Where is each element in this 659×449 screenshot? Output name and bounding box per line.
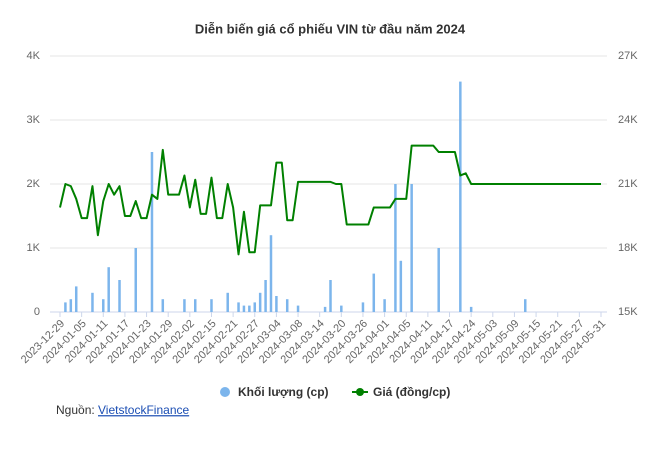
source-link[interactable]: VietstockFinance xyxy=(98,403,189,417)
bar xyxy=(107,267,110,312)
y2-tick-label: 18K xyxy=(618,242,638,254)
bar xyxy=(102,299,105,312)
bar xyxy=(361,302,365,312)
bar xyxy=(469,306,473,312)
y-tick-label: 1K xyxy=(27,242,41,254)
bar xyxy=(437,248,440,312)
chart-title: Diễn biến giá cổ phiếu VIN từ đầu năm 20… xyxy=(195,21,466,36)
bar xyxy=(258,292,262,312)
bar xyxy=(210,299,213,312)
y-tick-label: 0 xyxy=(34,306,40,318)
bar xyxy=(69,299,73,312)
bar xyxy=(410,184,413,312)
legend-label: Giá (đồng/cp) xyxy=(373,385,450,399)
bar xyxy=(242,305,246,312)
bar xyxy=(253,302,257,312)
bar xyxy=(226,292,229,312)
bar xyxy=(524,299,527,312)
bar xyxy=(150,152,154,312)
y-tick-label: 2K xyxy=(27,178,41,190)
legend-label: Khối lượng (cp) xyxy=(238,385,329,399)
bar xyxy=(329,280,332,312)
bar xyxy=(394,184,397,312)
bar xyxy=(237,302,240,312)
y2-tick-label: 27K xyxy=(618,50,638,62)
y2-tick-label: 24K xyxy=(618,114,638,126)
bar xyxy=(383,299,386,312)
bar xyxy=(74,286,78,312)
legend-symbol xyxy=(356,388,364,396)
bar xyxy=(296,305,300,312)
price-line xyxy=(59,144,601,256)
bar xyxy=(399,260,403,312)
bar xyxy=(161,299,165,312)
y2-tick-label: 21K xyxy=(618,178,638,190)
bar xyxy=(91,292,94,312)
bar xyxy=(118,280,121,312)
source-prefix: Nguồn: xyxy=(56,403,95,417)
bar xyxy=(459,81,462,312)
bar xyxy=(323,306,327,312)
y2-tick-label: 15K xyxy=(618,306,638,318)
y-tick-label: 3K xyxy=(27,114,41,126)
legend-symbol xyxy=(220,387,230,397)
bar xyxy=(264,280,267,312)
bar xyxy=(269,235,273,312)
y-tick-label: 4K xyxy=(27,50,41,62)
bar xyxy=(183,299,186,312)
bar xyxy=(285,299,289,312)
bar xyxy=(134,248,137,312)
bar xyxy=(372,273,376,312)
bar xyxy=(340,305,343,312)
bar xyxy=(275,296,278,312)
bar xyxy=(64,302,67,312)
bar xyxy=(194,299,197,312)
bar xyxy=(248,305,251,312)
